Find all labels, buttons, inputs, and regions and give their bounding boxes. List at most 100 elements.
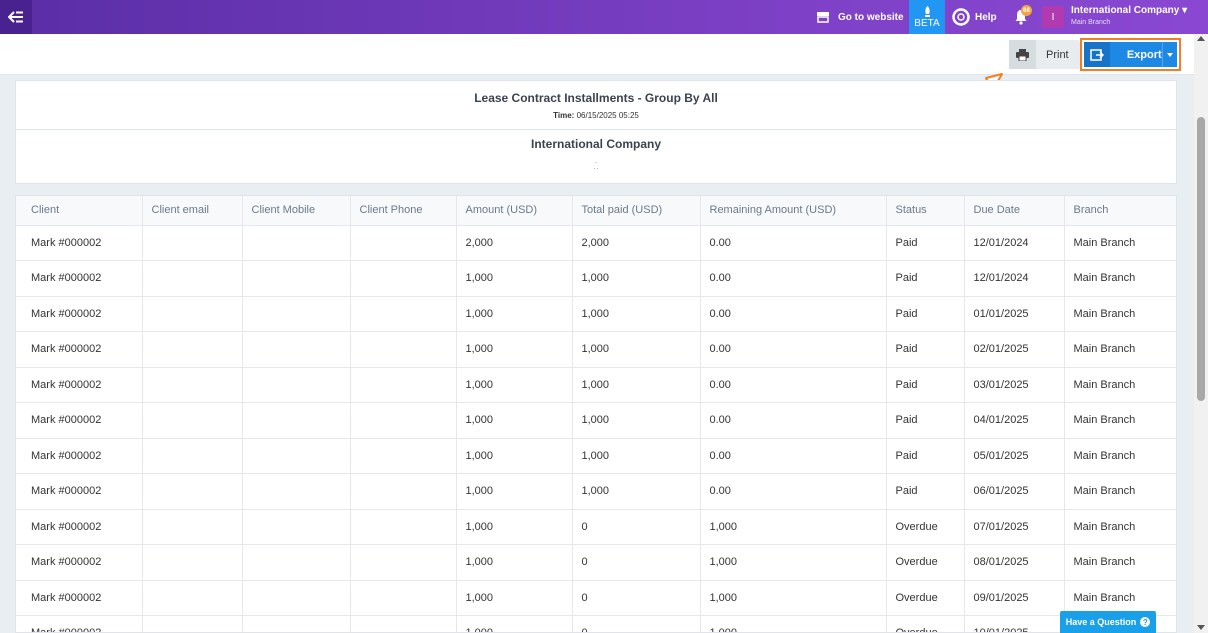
table-cell — [142, 544, 243, 581]
table-cell — [242, 544, 351, 581]
export-button[interactable]: Export — [1084, 42, 1177, 67]
lifebuoy-icon — [952, 8, 970, 26]
table-cell: Mark #000002 — [16, 225, 143, 261]
table-cell: 06/01/2025 — [964, 473, 1065, 510]
print-label: Print — [1046, 48, 1069, 61]
print-button[interactable]: Print — [1009, 40, 1080, 69]
column-header[interactable]: Client Phone — [350, 196, 457, 226]
table-cell: 0 — [572, 615, 701, 632]
table-row: Mark #000002 1,000 1,000 0.00 Paid 12/01/2024… — [16, 260, 1176, 297]
table-cell: 1,000 — [456, 473, 573, 510]
column-header[interactable]: Status — [886, 196, 965, 226]
menu-collapse-icon[interactable] — [0, 0, 32, 34]
table-cell: 0.00 — [700, 331, 887, 368]
column-header[interactable]: Amount (USD) — [456, 196, 573, 226]
table-cell: Overdue — [886, 509, 965, 545]
table-cell: Main Branch — [1064, 473, 1176, 510]
column-header[interactable]: Client Mobile — [242, 196, 351, 226]
table-cell: 1,000 — [456, 367, 573, 403]
table-cell: Mark #000002 — [16, 367, 143, 403]
report-company: International Company — [530, 137, 661, 151]
table-cell: Paid — [886, 296, 965, 332]
table-cell — [242, 580, 351, 616]
table-row: Mark #000002 2,000 2,000 0.00 Paid 12/01/2024… — [16, 225, 1176, 261]
table-row: Mark #000002 1,000 1,000 0.00 Paid 04/01/2025… — [16, 402, 1176, 439]
table-cell — [242, 615, 351, 632]
report-header: Lease Contract Installments - Group By A… — [15, 80, 1177, 184]
table-cell: 2,000 — [456, 225, 573, 261]
column-header[interactable]: Remaining Amount (USD) — [700, 196, 887, 226]
table-cell — [142, 473, 243, 510]
table-cell: Mark #000002 — [16, 438, 143, 474]
help-link[interactable]: Help — [952, 0, 997, 34]
table-cell: 1,000 — [456, 509, 573, 545]
go-to-website-label: Go to website — [838, 11, 904, 23]
table-cell: Overdue — [886, 544, 965, 581]
table-cell: 03/01/2025 — [964, 367, 1065, 403]
table-cell: 0 — [572, 544, 701, 581]
table-cell: Main Branch — [1064, 580, 1176, 616]
table-cell — [242, 402, 351, 439]
table-cell: 09/01/2025 — [964, 580, 1065, 616]
table-cell — [350, 225, 457, 261]
table-cell — [142, 509, 243, 545]
table-cell: 1,000 — [456, 402, 573, 439]
beta-button[interactable]: BETA — [909, 0, 945, 34]
table-cell — [350, 260, 457, 297]
table-cell — [142, 260, 243, 297]
column-header[interactable]: Total paid (USD) — [572, 196, 701, 226]
table-cell: 1,000 — [456, 615, 573, 632]
table-cell: 1,000 — [572, 402, 701, 439]
table-row: Mark #000002 1,000 1,000 0.00 Paid 02/01/2025… — [16, 331, 1176, 368]
table-cell — [350, 296, 457, 332]
scroll-up-icon[interactable] — [1197, 36, 1205, 41]
table-cell: 1,000 — [456, 438, 573, 474]
go-to-website-link[interactable]: Go to website — [816, 0, 904, 34]
table-cell — [142, 331, 243, 368]
column-header[interactable]: Branch — [1064, 196, 1176, 226]
table-cell: 1,000 — [456, 296, 573, 332]
table-row: Mark #000002 1,000 0 1,000 Overdue 08/01/2025… — [16, 544, 1176, 581]
table-cell — [242, 260, 351, 297]
table-cell: Paid — [886, 473, 965, 510]
scroll-thumb[interactable] — [1197, 117, 1205, 401]
table-cell — [142, 402, 243, 439]
column-header[interactable]: Client email — [142, 196, 243, 226]
export-icon — [1084, 42, 1110, 67]
table-cell: Main Branch — [1064, 260, 1176, 297]
column-header[interactable]: Client — [16, 196, 143, 226]
table-cell — [350, 615, 457, 632]
table-cell: 10/01/2025 — [964, 615, 1065, 632]
column-header[interactable]: Due Date — [964, 196, 1065, 226]
table-cell: Main Branch — [1064, 544, 1176, 581]
scroll-down-icon[interactable] — [1197, 625, 1205, 630]
notification-badge: 68 — [1021, 5, 1032, 16]
table-row: Mark #000002 1,000 0 1,000 Overdue 07/01/2025… — [16, 509, 1176, 545]
table-cell: 02/01/2025 — [964, 331, 1065, 368]
table-cell: 1,000 — [572, 367, 701, 403]
table-row: Mark #000002 1,000 1,000 0.00 Paid 06/01/2025… — [16, 473, 1176, 510]
report-toolbar: Print — [0, 34, 1194, 75]
table-row: Mark #000002 1,000 1,000 0.00 Paid 05/01/2025… — [16, 438, 1176, 474]
report-title: Lease Contract Installments - Group By A… — [474, 91, 718, 105]
report-time: Time: 06/15/2025 05:25 — [553, 111, 639, 120]
table-header-row: Client Client email Client Mobile Client Ph… — [16, 196, 1176, 226]
table-cell — [350, 473, 457, 510]
table-cell: 0.00 — [700, 438, 887, 474]
table-cell: Paid — [886, 402, 965, 439]
help-label: Help — [975, 11, 997, 23]
table-cell: Overdue — [886, 580, 965, 616]
table-cell: 1,000 — [572, 296, 701, 332]
company-switcher[interactable]: I International Company ▾ Main Branch — [1042, 0, 1187, 34]
table-cell: Mark #000002 — [16, 402, 143, 439]
branch-name: Main Branch — [1071, 19, 1111, 26]
table-row: Mark #0000021,00001,000Overdue10/01/2025… — [16, 615, 1176, 632]
question-icon: ? — [1140, 617, 1151, 627]
page-scrollbar[interactable] — [1194, 34, 1208, 633]
have-a-question-button[interactable]: Have a Question ? — [1060, 611, 1156, 633]
installments-table: Client Client email Client Mobile Client Ph… — [15, 195, 1177, 633]
notifications-button[interactable]: 68 — [1011, 0, 1032, 34]
chevron-down-icon[interactable] — [1161, 42, 1177, 67]
table-cell — [350, 402, 457, 439]
table-cell: 1,000 — [700, 544, 887, 581]
